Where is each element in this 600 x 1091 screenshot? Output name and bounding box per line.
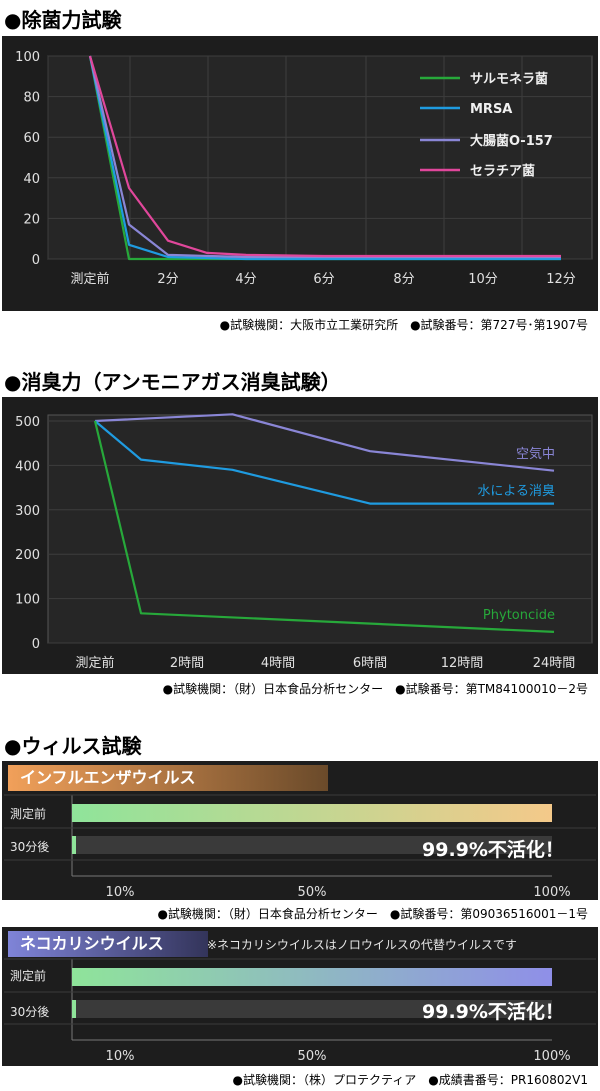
legend-label: セラチア菌 [470,163,535,179]
x-tick-label: 6時間 [353,656,387,671]
chart-panel-sterilization: 100 80 60 40 20 0 測定前 2分 4分 6分 8分 10分 12分 サルモネラ菌 MRSA 大… [2,36,598,311]
x-tick-label: 50% [298,885,327,900]
deodorization-line-chart: 500 400 300 200 100 0 測定前 2時間 4時間 6時間 12時間 24時間 空気中水… [15,413,593,671]
bar-after [72,836,76,854]
caption-influenza: ●試験機関：（財）日本食品分析センター ●試験番号：第09036516001－1… [157,907,588,921]
calicivirus-bar-chart: 10% 50% 100% [4,958,596,1064]
x-tick-label: 測定前 [70,271,109,287]
caption-calicivirus: ●試験機関：（株）プロテクティア ●成績書番号：PR160802V1 [232,1073,588,1087]
x-tick-label: 12時間 [441,656,484,671]
y-tick-label: 400 [15,459,40,474]
y-tick-label: 20 [23,212,40,227]
x-tick-label: 8分 [393,272,414,287]
chart-panel-deodorization: 500 400 300 200 100 0 測定前 2時間 4時間 6時間 12時間 24時間 空気中水… [2,397,598,674]
series-line-1 [94,420,554,505]
y-tick-label: 500 [15,415,40,430]
virus-panel-influenza: 10% 50% 100% インフルエンザウイルス 測定前 30分後 99.9%不活化… [2,761,598,900]
influenza-row-after-label: 30分後 [10,840,50,854]
section-title-virus: ●ウィルス試験 [4,734,142,758]
calicivirus-note: ※ネコカリシウイルスはノロウイルスの代替ウイルスです [207,938,517,952]
series-label: 水による消臭 [477,484,555,499]
x-tick-label: 10分 [468,272,498,287]
caption-deodorization: ●試験機関：（財）日本食品分析センター ●試験番号：第TM84100010－2号 [162,682,588,696]
x-tick-label: 100% [533,885,570,900]
sterilization-line-chart: 100 80 60 40 20 0 測定前 2分 4分 6分 8分 10分 12分 サルモネラ菌 MRSA 大… [15,50,593,287]
caption-sterilization: ●試験機関：大阪市立工業研究所 ●試験番号：第727号･第1907号 [219,318,588,332]
series-line-0 [94,413,555,472]
series-label: Phytoncide [483,608,555,623]
x-tick-label: 12分 [546,272,576,287]
y-tick-label: 0 [32,637,40,652]
influenza-bar-chart: 10% 50% 100% [4,794,596,900]
x-tick-label: 4分 [235,272,256,287]
plot-area [47,55,593,260]
x-tick-label: 4時間 [261,656,295,671]
x-tick-label: 2時間 [170,656,204,671]
y-tick-label: 300 [15,504,40,519]
influenza-result: 99.9%不活化！ [422,839,564,861]
y-tick-label: 80 [23,91,40,106]
legend-label: MRSA [470,102,512,117]
section-title-deodorization: ●消臭力（アンモニアガス消臭試験） [4,370,341,394]
bar-before [72,968,552,986]
bar-track-after [72,836,552,854]
legend-label: 大腸菌O-157 [470,133,553,149]
series-line-2 [93,420,555,633]
x-tick-label: 100% [533,1049,570,1064]
series-label: 空気中 [516,446,555,462]
calicivirus-row-after-label: 30分後 [10,1005,50,1019]
x-tick-label: 10% [106,885,135,900]
series-line-3 [88,55,561,258]
legend-label: サルモネラ菌 [470,71,548,87]
bar-track-after [72,1000,552,1018]
x-tick-label: 10% [106,1049,135,1064]
x-tick-label: 6分 [313,272,334,287]
x-tick-label: 測定前 [75,655,114,671]
influenza-row-before-label: 測定前 [10,807,47,821]
bar-after [72,1000,76,1018]
influenza-header: インフルエンザウイルス [8,765,328,791]
x-tick-label: 24時間 [533,656,576,671]
calicivirus-result: 99.9%不活化！ [422,1001,564,1023]
y-tick-label: 200 [15,548,40,563]
x-tick-label: 2分 [157,272,178,287]
y-tick-label: 100 [15,50,40,65]
y-tick-label: 40 [23,172,40,187]
calicivirus-header: ネコカリシウイルス [8,931,208,957]
bar-before [72,804,552,822]
y-tick-label: 100 [15,593,40,608]
section-title-sterilization: ●除菌力試験 [4,8,122,32]
calicivirus-row-before-label: 測定前 [10,969,47,983]
virus-panel-calicivirus: 10% 50% 100% ネコカリシウイルス ※ネコカリシウイルスはノロウイルスの代… [2,927,598,1066]
series-line-1 [88,55,561,261]
x-tick-label: 50% [298,1049,327,1064]
y-tick-label: 0 [32,253,40,268]
y-tick-label: 60 [23,131,40,146]
